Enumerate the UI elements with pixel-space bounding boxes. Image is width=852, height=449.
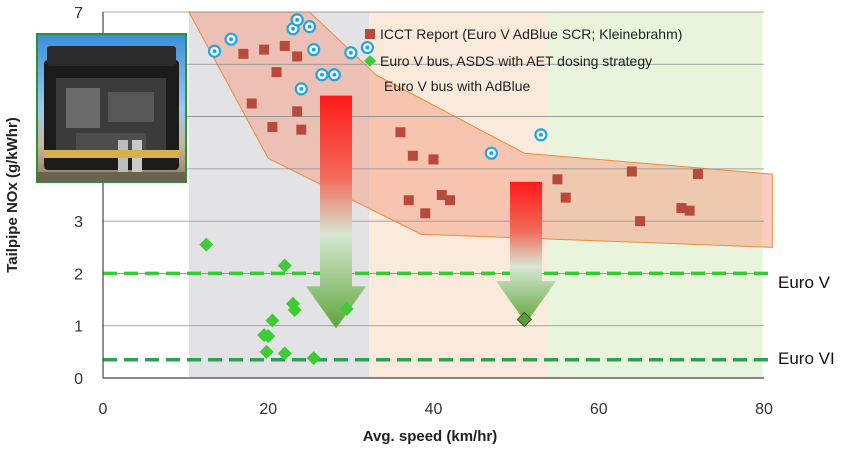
series-1-point-9 bbox=[277, 346, 292, 361]
x-tick-label-1: 20 bbox=[259, 401, 277, 418]
series-2-point-9 bbox=[344, 46, 358, 60]
tick-labels: 0 20 40 60 80 0 1 2 3 7 bbox=[74, 5, 773, 418]
series-0-point-9 bbox=[395, 127, 406, 138]
series-1-point-0 bbox=[199, 237, 214, 252]
reference-lines bbox=[103, 271, 773, 362]
reduction-arrow-1 bbox=[496, 181, 557, 324]
series-1-point-7 bbox=[261, 329, 276, 344]
series-0-point-7 bbox=[267, 122, 278, 133]
x-tick-label-4: 80 bbox=[755, 401, 773, 418]
legend-label-2: Euro V bus with AdBlue bbox=[384, 78, 531, 94]
series-2-point-8 bbox=[327, 68, 341, 82]
series-2-point-6 bbox=[307, 43, 321, 57]
legend-item-2: Euro V bus with AdBlue bbox=[384, 78, 531, 94]
series-3-point-0 bbox=[516, 311, 533, 328]
series-2-point-3 bbox=[290, 13, 304, 27]
series-0-point-8 bbox=[296, 124, 307, 135]
legend-label-0: ICCT Report (Euro V AdBlue SCR; Kleinebr… bbox=[380, 26, 682, 42]
series-0-point-13 bbox=[420, 208, 431, 219]
legend-marker-square bbox=[365, 29, 375, 39]
y-axis-title: Tailpipe NOx (g/kWhr) bbox=[4, 117, 21, 273]
series-0-point-0 bbox=[238, 48, 249, 59]
x-tick-label-0: 0 bbox=[99, 401, 108, 418]
y-tick-label-1: 1 bbox=[74, 319, 83, 336]
series-0-point-19 bbox=[635, 216, 646, 227]
y-tick-label-2: 2 bbox=[74, 266, 83, 283]
series-0-point-2 bbox=[271, 67, 282, 78]
series-2-point-0 bbox=[207, 44, 222, 58]
series-0-point-11 bbox=[428, 154, 439, 165]
reduction-arrow-0 bbox=[306, 95, 367, 329]
y-tick-label-3: 3 bbox=[74, 214, 83, 231]
series-0-point-14 bbox=[436, 190, 447, 200]
series-0-point-20 bbox=[676, 203, 687, 214]
series-2-point-10 bbox=[360, 40, 374, 55]
legend-marker-diamond bbox=[364, 55, 376, 67]
series-0-point-4 bbox=[292, 51, 303, 62]
legend-label-1: Euro V bus, ASDS with AET dosing strateg… bbox=[380, 53, 652, 69]
series-2-point-11 bbox=[484, 146, 498, 160]
series-1-point-4 bbox=[339, 301, 354, 316]
series-0-point-17 bbox=[560, 192, 571, 203]
euro-v-label: Euro V bbox=[778, 273, 831, 292]
bus-engine-photo bbox=[36, 33, 187, 183]
series-2-point-1 bbox=[224, 32, 238, 46]
series-0-point-6 bbox=[292, 106, 303, 117]
series-0-point-12 bbox=[403, 195, 414, 206]
y-tick-label-7: 7 bbox=[74, 5, 83, 22]
series-0-point-22 bbox=[692, 169, 703, 180]
x-tick-label-2: 40 bbox=[425, 401, 443, 418]
reduction-arrows bbox=[306, 95, 557, 329]
series-2-point-12 bbox=[534, 128, 548, 142]
series-1-point-1 bbox=[277, 258, 292, 273]
y-tick-label-0: 0 bbox=[74, 371, 83, 388]
series-0-point-18 bbox=[626, 166, 637, 177]
legend: ICCT Report (Euro V AdBlue SCR; Kleinebr… bbox=[364, 26, 682, 94]
series-1-point-3 bbox=[287, 303, 302, 318]
series-1-point-10 bbox=[306, 351, 321, 366]
series-0-point-21 bbox=[684, 205, 695, 216]
euro-vi-label: Euro VI bbox=[778, 349, 835, 368]
series-1-point-8 bbox=[259, 344, 274, 359]
series-0-point-16 bbox=[552, 174, 563, 185]
series-0-point-3 bbox=[279, 40, 290, 51]
x-tick-label-3: 60 bbox=[590, 401, 608, 418]
legend-item-1: Euro V bus, ASDS with AET dosing strateg… bbox=[364, 53, 652, 69]
series-2-point-5 bbox=[302, 20, 317, 34]
series-0-point-1 bbox=[259, 44, 270, 55]
data-points bbox=[199, 13, 703, 366]
series-0-point-15 bbox=[445, 195, 456, 206]
series-0-point-10 bbox=[407, 150, 418, 161]
series-2-point-4 bbox=[294, 82, 308, 96]
legend-item-0: ICCT Report (Euro V AdBlue SCR; Kleinebr… bbox=[365, 26, 682, 42]
x-axis-title: Avg. speed (km/hr) bbox=[363, 428, 497, 445]
series-1-point-5 bbox=[265, 313, 280, 328]
series-0-point-5 bbox=[246, 98, 257, 109]
series-2-point-7 bbox=[315, 68, 329, 82]
